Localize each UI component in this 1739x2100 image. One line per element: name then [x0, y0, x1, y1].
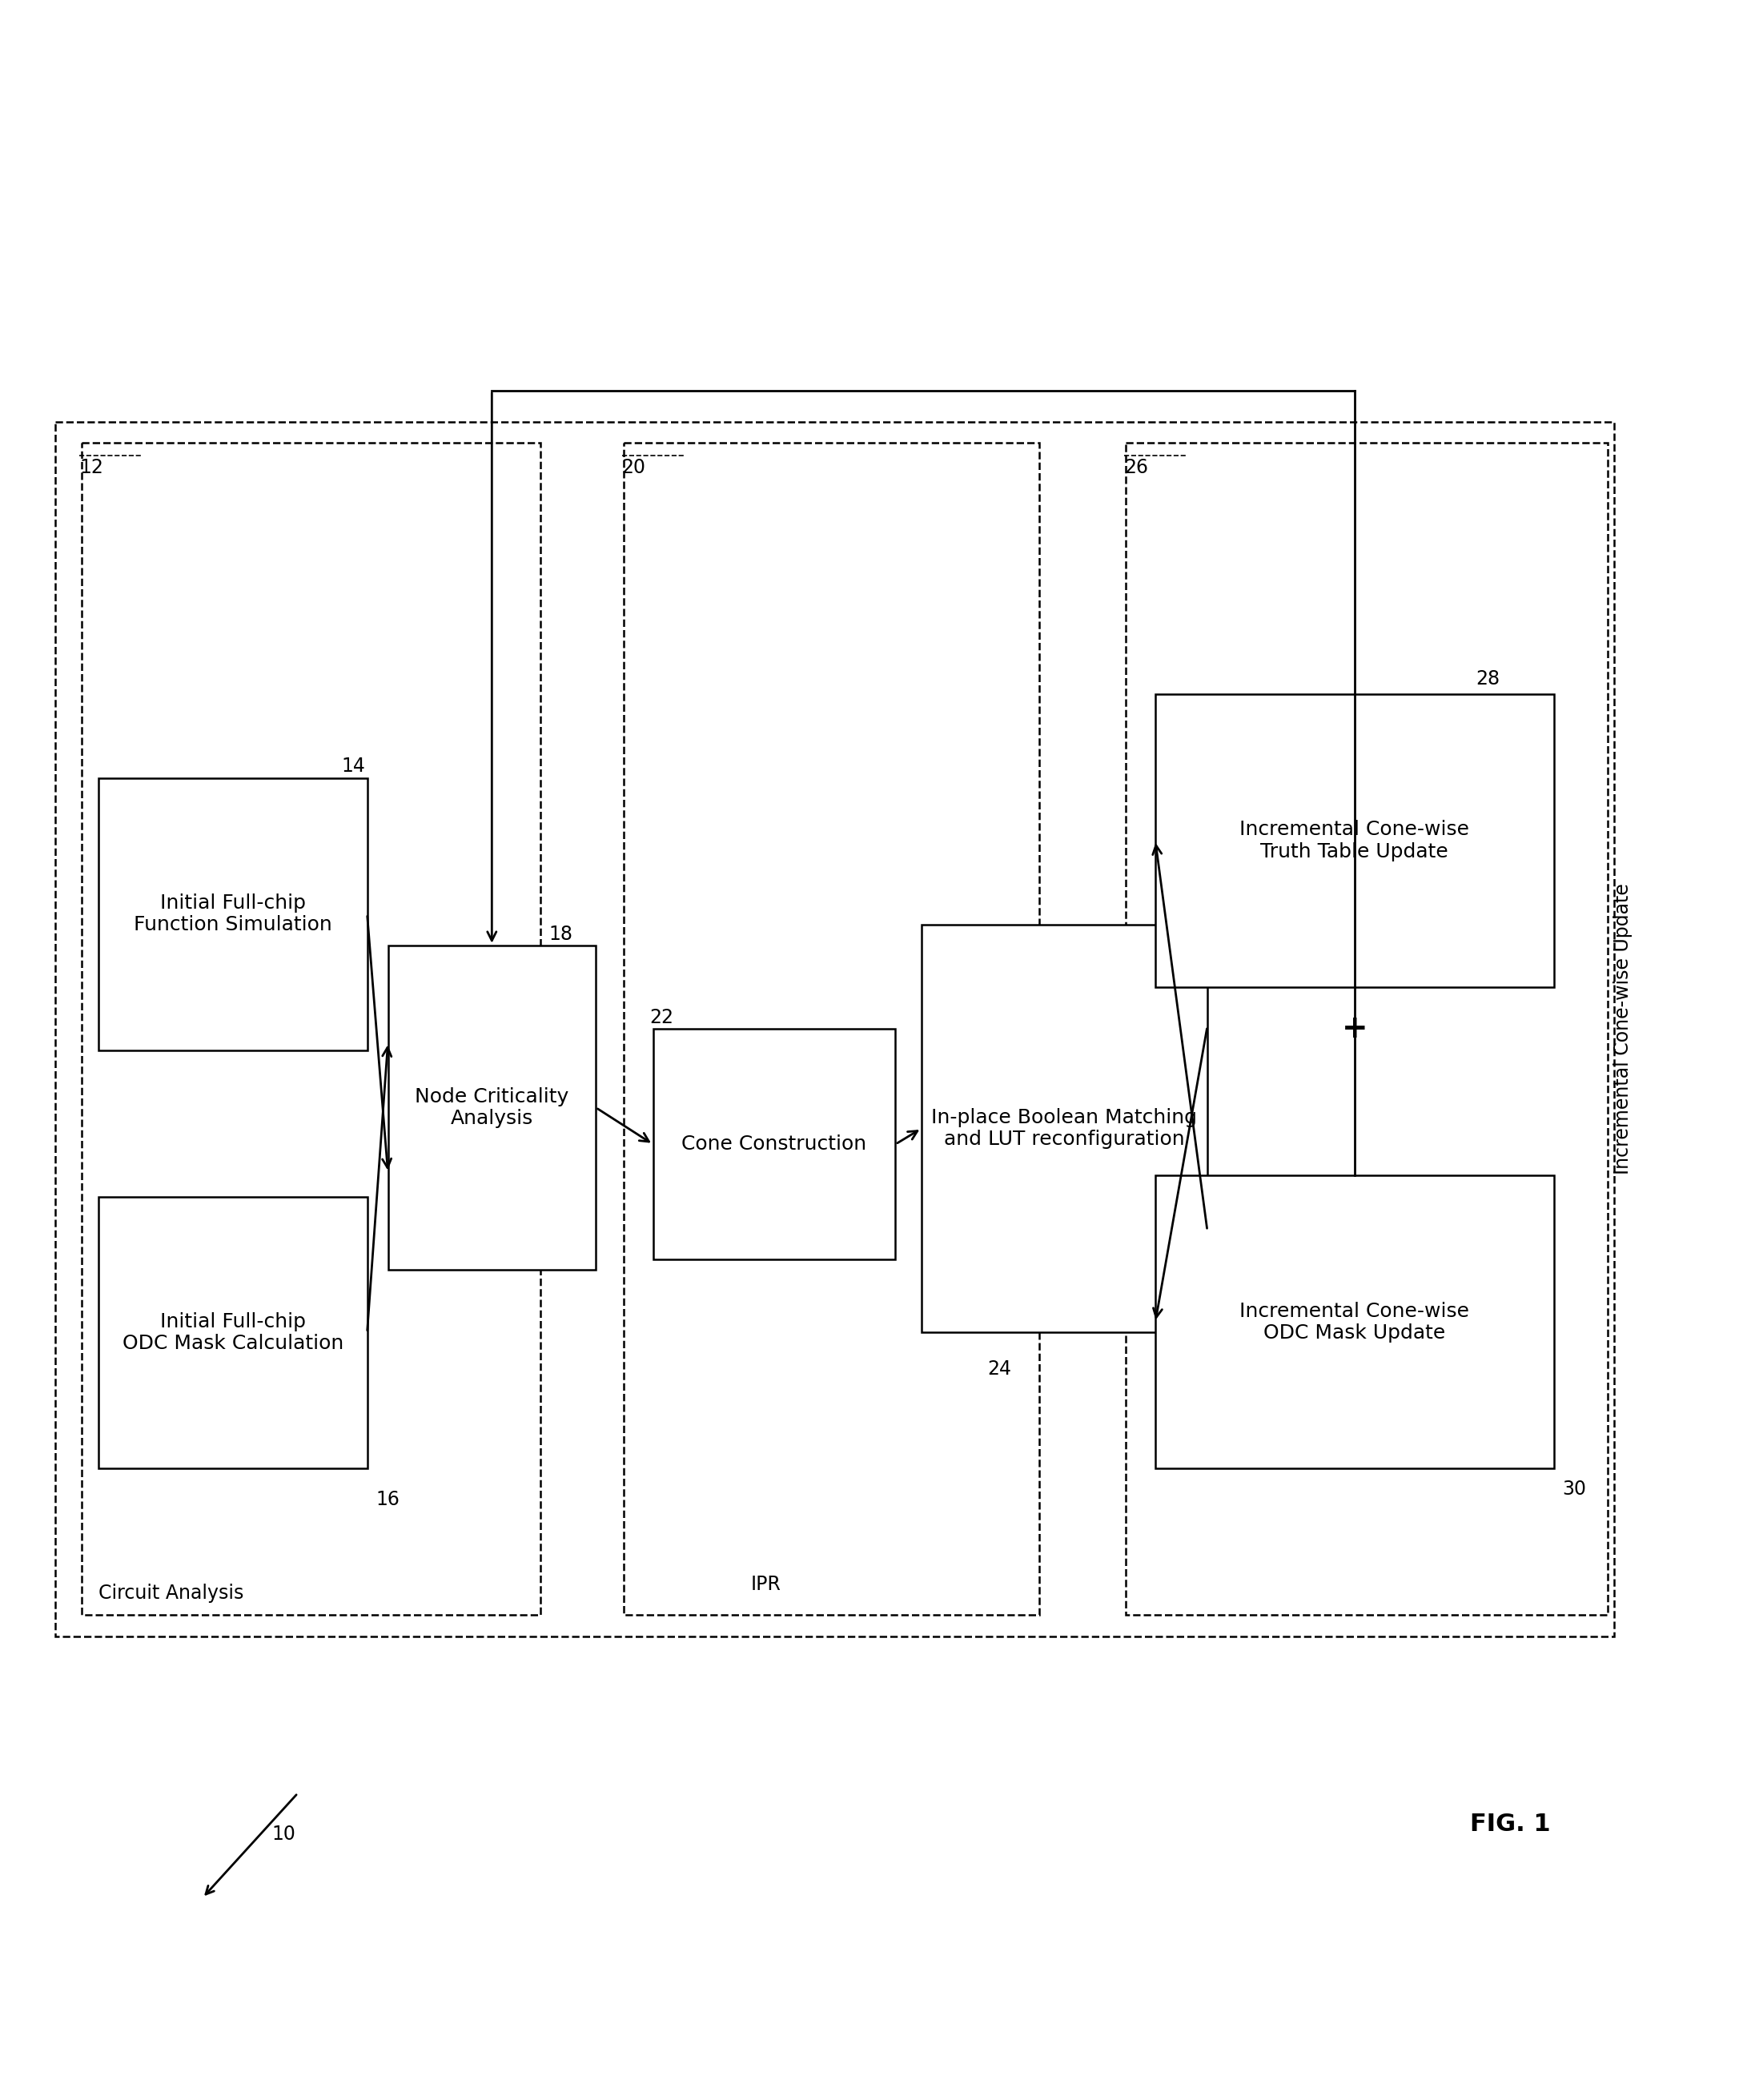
Text: FIG. 1: FIG. 1: [1469, 1812, 1551, 1835]
Text: Incremental Cone-wise
ODC Mask Update: Incremental Cone-wise ODC Mask Update: [1240, 1302, 1469, 1342]
Text: Circuit Analysis: Circuit Analysis: [99, 1583, 243, 1602]
Text: 16: 16: [376, 1489, 400, 1508]
Text: +: +: [1341, 1014, 1367, 1044]
Bar: [624, 443, 1040, 1615]
Text: Initial Full-chip
Function Simulation: Initial Full-chip Function Simulation: [134, 892, 332, 934]
Text: Cone Construction: Cone Construction: [682, 1134, 866, 1153]
Bar: [652, 1029, 896, 1260]
Bar: [1155, 695, 1553, 987]
Text: Node Criticality
Analysis: Node Criticality Analysis: [416, 1088, 569, 1128]
Bar: [388, 945, 596, 1270]
Bar: [99, 1197, 367, 1468]
Bar: [99, 777, 367, 1050]
Text: In-place Boolean Matching
and LUT reconfiguration: In-place Boolean Matching and LUT reconf…: [932, 1109, 1196, 1149]
Text: IPR: IPR: [751, 1575, 781, 1594]
Text: 24: 24: [988, 1361, 1012, 1380]
Text: 10: 10: [271, 1825, 296, 1844]
Bar: [82, 443, 541, 1615]
Text: 14: 14: [341, 756, 365, 777]
Bar: [56, 422, 1614, 1636]
Bar: [922, 924, 1207, 1334]
Text: 18: 18: [550, 924, 574, 943]
Text: 20: 20: [623, 458, 645, 477]
Text: 12: 12: [80, 458, 104, 477]
Text: Incremental Cone-wise Update: Incremental Cone-wise Update: [1614, 884, 1633, 1174]
Text: 22: 22: [649, 1008, 673, 1027]
Text: 30: 30: [1562, 1478, 1586, 1497]
Bar: [1125, 443, 1607, 1615]
Bar: [1155, 1176, 1553, 1468]
Text: 28: 28: [1476, 670, 1501, 689]
Text: Initial Full-chip
ODC Mask Calculation: Initial Full-chip ODC Mask Calculation: [122, 1312, 344, 1352]
Text: Incremental Cone-wise
Truth Table Update: Incremental Cone-wise Truth Table Update: [1240, 819, 1469, 861]
Text: 26: 26: [1123, 458, 1148, 477]
